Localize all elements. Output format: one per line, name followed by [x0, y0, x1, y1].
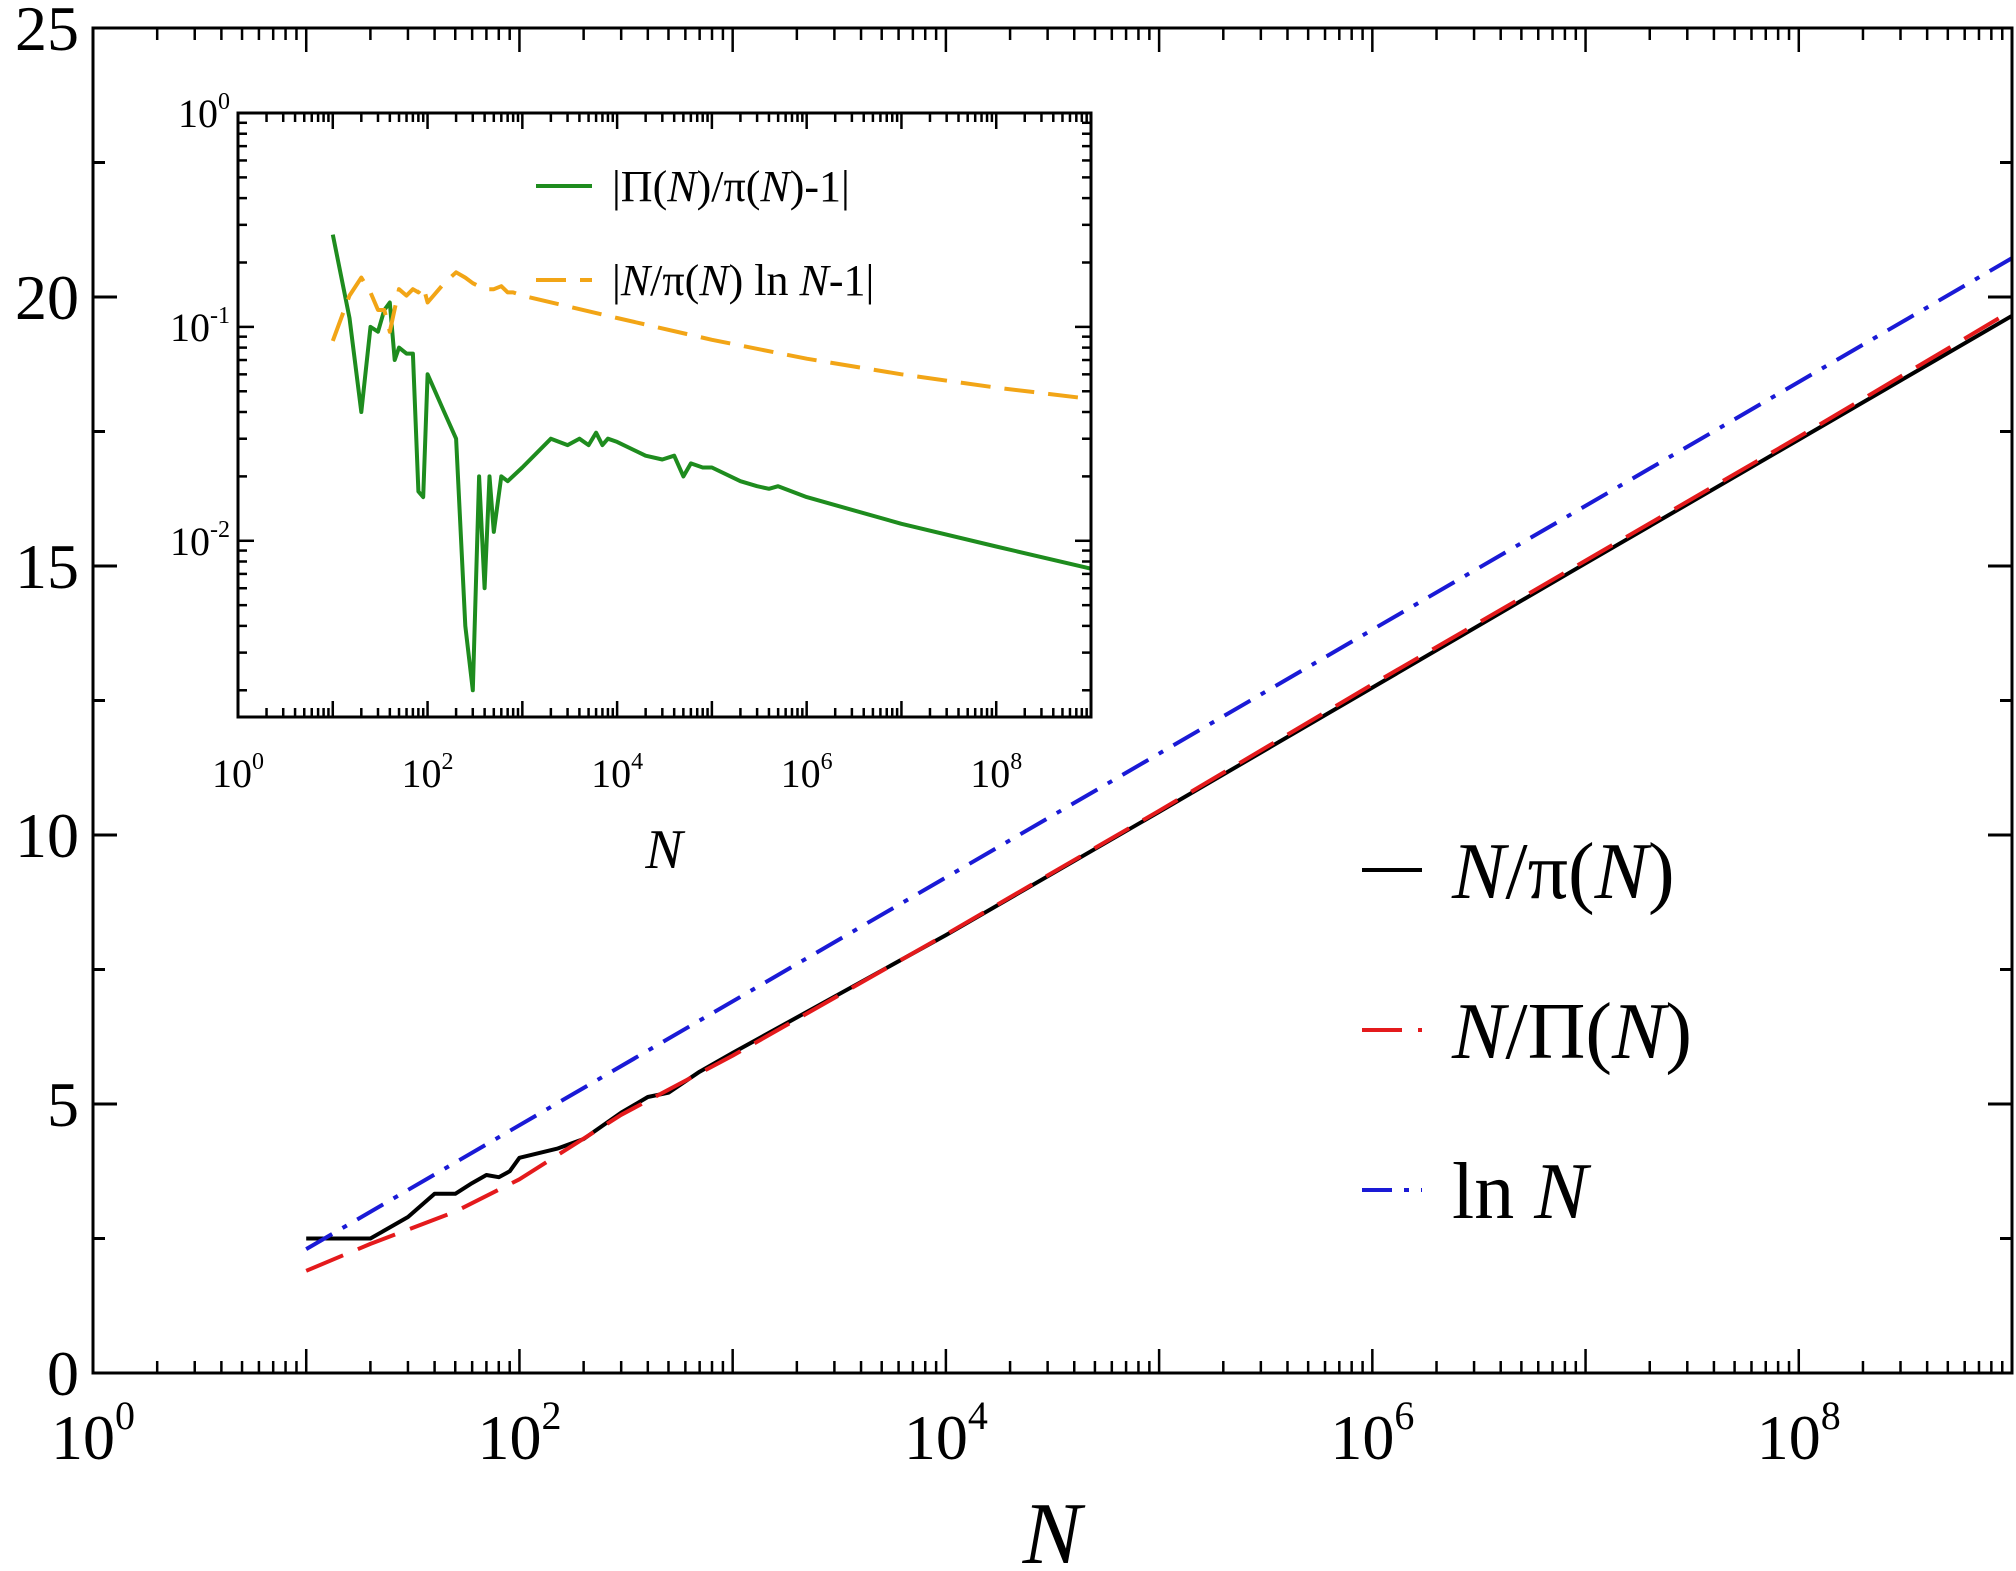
main-ticks [91, 26, 2012, 1375]
series-line-2 [305, 256, 2014, 1251]
legend-label-2: ln N [1452, 1148, 1592, 1236]
inset-tick-labels: 100 102 104 106 108 100 10-1 10-2 [170, 89, 1022, 796]
series-line-1 [330, 270, 1092, 401]
x-tick-label: 102 [477, 1393, 561, 1473]
y-tick-label: 10-2 [170, 517, 230, 564]
x-tick-label: 108 [1757, 1393, 1841, 1473]
x-tick-label: 104 [904, 1393, 988, 1473]
x-tick-label: 100 [212, 749, 264, 796]
main-plot-frame [91, 26, 2014, 1375]
y-tick-label: 15 [15, 531, 79, 602]
series-line-0 [330, 234, 1092, 693]
inset-chart: 100 102 104 106 108 100 10-1 10-2 N |Π(N)/π(N)-… [170, 89, 1093, 881]
inset-series-layer [330, 234, 1092, 693]
inset-legend: |Π(N)/π(N)-1| |N/π(N) ln N-1| [536, 162, 874, 305]
x-tick-label: 106 [1330, 1393, 1414, 1473]
main-series-layer [305, 256, 2014, 1273]
x-tick-label: 104 [591, 749, 643, 796]
y-tick-label: 10-1 [170, 303, 230, 350]
y-tick-label: 0 [47, 1338, 79, 1409]
x-tick-label: 102 [402, 749, 454, 796]
legend-label-1: |N/π(N) ln N-1| [612, 256, 874, 305]
inset-plot-frame [236, 111, 1093, 719]
legend-label-1: N/Π(N) [1451, 988, 1692, 1076]
y-tick-label: 100 [178, 89, 230, 136]
series-line-1 [305, 308, 2014, 1273]
x-tick-label: 108 [970, 749, 1022, 796]
main-legend: N/π(N) N/Π(N) ln N [1362, 828, 1692, 1236]
legend-label-0: N/π(N) [1451, 828, 1675, 916]
y-tick-label: 20 [15, 262, 79, 333]
inset-x-axis-title: N [644, 819, 685, 881]
legend-label-0: |Π(N)/π(N)-1| [612, 162, 850, 211]
x-tick-label: 106 [781, 749, 833, 796]
main-tick-labels: 100 102 104 106 108 0 5 10 15 20 25 [15, 0, 1841, 1473]
y-tick-label: 10 [15, 800, 79, 871]
main-chart: 100 102 104 106 108 0 5 10 15 20 25 N N/π(N) N/Π(N)… [15, 0, 2014, 1571]
y-tick-label: 5 [47, 1069, 79, 1140]
x-tick-label: 100 [51, 1393, 135, 1473]
main-x-axis-title: N [1022, 1486, 1086, 1571]
y-tick-label: 25 [15, 0, 79, 64]
inset-background [238, 113, 1091, 717]
